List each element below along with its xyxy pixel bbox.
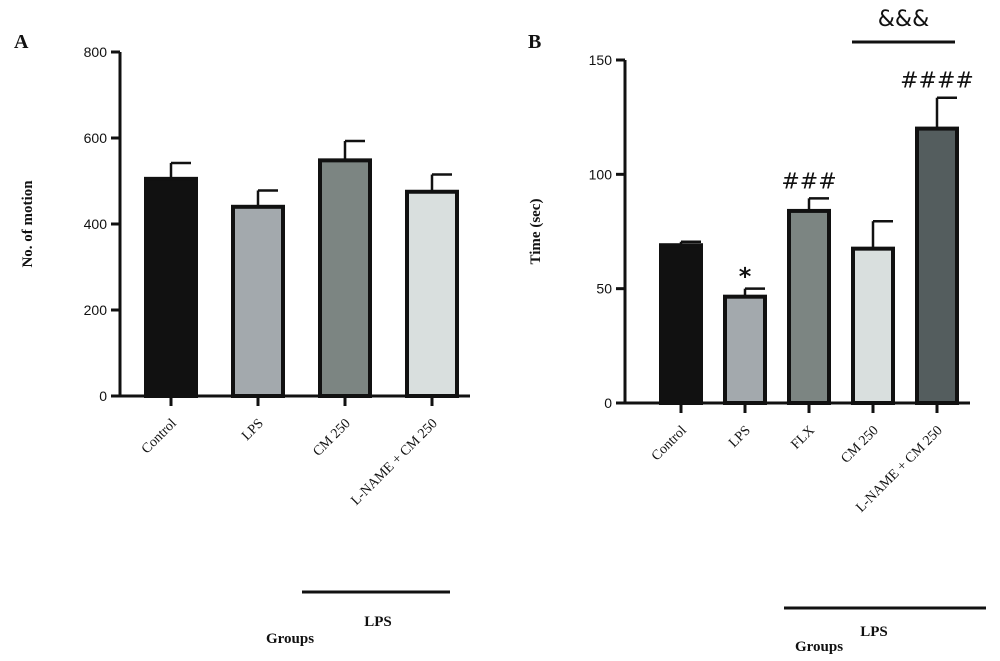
panel-a-x-tick-label: Control <box>139 416 180 457</box>
panel-b-y-tick-label: 50 <box>596 281 612 297</box>
panel-b-x-tick-label: FLX <box>789 423 818 452</box>
panel-a-bar <box>405 189 459 398</box>
panel-a: A 0 200 400 600 800 No. of motion Control LPS CM … <box>14 31 470 647</box>
panel-b-y-tick-label: 0 <box>604 395 612 411</box>
panel-a-x-tick-label: L-NAME + CM 250 <box>348 416 440 508</box>
panel-a-x-axis-title: Groups <box>266 631 314 647</box>
panel-b-comparison-label: &&& <box>878 7 929 32</box>
panel-b-y-tick-label: 100 <box>589 166 613 182</box>
panel-b-y-axis-title: Time (sec) <box>528 199 544 265</box>
panel-a-x-tick-label: CM 250 <box>310 416 353 459</box>
panel-b-bar <box>915 126 959 405</box>
panel-b: B 0 50 100 150 Time (sec) Control LPS * FLX ### CM … <box>528 7 986 655</box>
panel-a-y-tick-label: 400 <box>84 216 108 232</box>
panel-a-y-axis-title: No. of motion <box>20 180 36 268</box>
panel-b-letter: B <box>528 31 541 53</box>
panel-b-significance-label: #### <box>900 69 974 94</box>
panel-b-x-tick-label: LPS <box>726 423 754 451</box>
panel-b-x-tick-label: Control <box>649 423 690 464</box>
panel-a-bar <box>231 204 285 398</box>
panel-a-y-tick-label: 0 <box>99 388 107 404</box>
panel-b-significance-label: * <box>739 263 752 291</box>
panel-a-group-bracket-label: LPS <box>364 614 392 630</box>
panel-b-x-axis-title: Groups <box>795 639 843 655</box>
panel-b-bar <box>851 246 895 405</box>
panel-b-bar <box>659 243 703 405</box>
panel-b-x-tick-label: CM 250 <box>838 423 881 466</box>
panel-a-letter: A <box>14 31 29 53</box>
panel-a-y-tick-label: 200 <box>84 302 108 318</box>
panel-a-x-tick-label: LPS <box>239 416 267 444</box>
panel-b-bar <box>723 294 767 406</box>
panel-b-group-bracket-label: LPS <box>860 624 888 640</box>
panel-a-bar <box>318 158 372 398</box>
panel-b-bar <box>787 208 831 405</box>
panel-a-bar <box>144 176 198 398</box>
panel-a-y-tick-label: 800 <box>84 44 108 60</box>
panel-b-y-tick-label: 150 <box>589 52 613 68</box>
panel-b-significance-label: ### <box>781 169 836 194</box>
panel-a-y-tick-label: 600 <box>84 130 108 146</box>
